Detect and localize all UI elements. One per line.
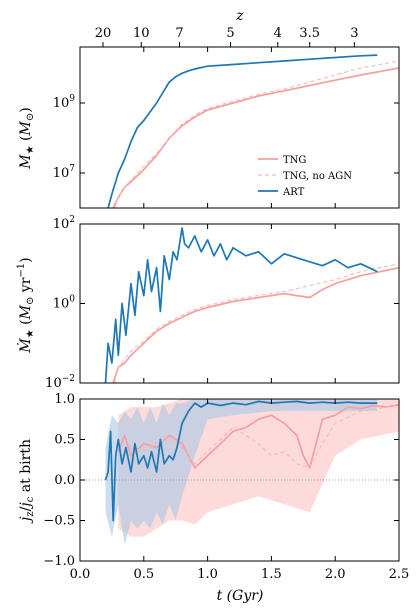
stellar-mass-panel: 107 109 <box>53 46 400 209</box>
star-formation-rate-panel: 10−2 100 102 <box>45 215 400 391</box>
series-line-tng-no-agn <box>113 60 399 208</box>
y-tick-label: 10−2 <box>45 374 75 391</box>
y-axis-label-jz: jz/jc at birth <box>18 439 36 524</box>
y-tick-label: 102 <box>53 215 75 232</box>
x-tick-label: 1.0 <box>197 567 218 582</box>
y-tick-label: 107 <box>53 164 76 181</box>
legend-label-tng: TNG <box>283 155 306 166</box>
x-tick-label: 2.0 <box>325 567 346 582</box>
series-line-tng <box>117 403 399 469</box>
y-axis-label-mass: M★ (M⊙) <box>18 107 36 169</box>
top-axis-label: z <box>235 8 244 24</box>
y-tick-label: −1.0 <box>43 554 75 569</box>
top-tick-label: 3 <box>350 26 358 41</box>
x-tick-label: 2.5 <box>389 567 410 582</box>
legend-label-tng-noagn: TNG, no AGN <box>283 171 352 182</box>
legend: TNG TNG, no AGN ART <box>258 155 352 198</box>
plot-area <box>107 54 399 208</box>
series-line-art <box>107 54 378 208</box>
series-line-tng-no-agn <box>118 404 399 469</box>
top-tick-label: 3.5 <box>299 26 320 41</box>
x-tick-label: 1.5 <box>261 567 282 582</box>
svg-text:M★ (M⊙): M★ (M⊙) <box>18 107 36 169</box>
series-line-tng <box>112 67 399 208</box>
y-tick-label: 109 <box>53 94 76 111</box>
top-tick-label: 10 <box>133 26 150 41</box>
y-tick-label: 0.5 <box>54 433 75 448</box>
y-tick-label: 0.0 <box>54 473 75 488</box>
y-axis-label-sfr: Ṁ★ (M⊙ yr−1) <box>16 257 36 353</box>
plot-area <box>104 227 399 383</box>
x-tick-label: 0.0 <box>70 567 91 582</box>
y-tick-label: −0.5 <box>43 514 75 529</box>
y-tick-label: 1.0 <box>54 392 75 407</box>
series-line-art <box>104 227 378 383</box>
top-tick-label: 20 <box>95 26 112 41</box>
legend-label-art: ART <box>282 187 305 198</box>
svg-text:Ṁ★ (M⊙ yr−1): Ṁ★ (M⊙ yr−1) <box>16 257 36 353</box>
top-tick-label: 5 <box>226 26 234 41</box>
panel-frame <box>79 46 400 209</box>
top-tick-label: 7 <box>175 26 183 41</box>
angular-momentum-panel: −1.0 −0.5 0.0 0.5 1.0 0.0 0.5 1.0 1.5 2.0 2.5 <box>43 392 409 582</box>
plot-area <box>80 399 399 545</box>
x-tick-label: 0.5 <box>133 567 154 582</box>
y-tick-label: 100 <box>53 295 76 312</box>
band-art-range <box>105 399 378 545</box>
top-tick-label: 4 <box>274 26 282 41</box>
series-line-art <box>104 400 378 522</box>
svg-text:jz/jc at birth: jz/jc at birth <box>18 439 36 524</box>
x-axis-label: t (Gyr) <box>217 588 264 604</box>
top-axis-ticks: 20 10 7 5 4 3.5 3 <box>95 26 358 47</box>
series-line-tng-no-agn <box>113 263 399 383</box>
series-line-tng <box>112 266 399 383</box>
